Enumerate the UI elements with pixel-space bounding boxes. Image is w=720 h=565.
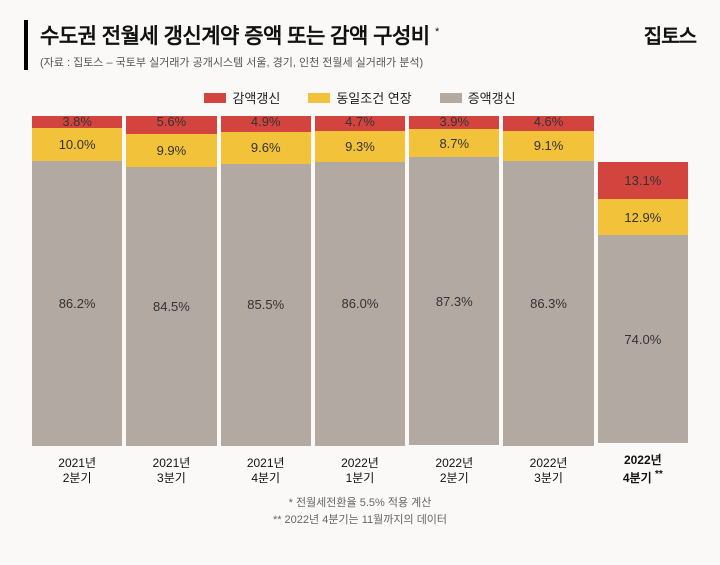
bar-segment-label: 86.3% — [530, 296, 567, 311]
bar-segment-same: 9.6% — [221, 132, 311, 164]
legend-swatch — [440, 93, 462, 103]
bar-segment-label: 86.0% — [342, 296, 379, 311]
bar-segment-label: 9.1% — [534, 138, 564, 153]
legend-label: 증액갱신 — [468, 88, 516, 107]
bar-segment-dec: 13.1% — [598, 162, 688, 199]
bar-holder: 5.6% 9.9% 84.5% — [126, 116, 216, 446]
bar-segment-dec: 4.9% — [221, 116, 311, 132]
legend-swatch — [204, 93, 226, 103]
bar-segment-label: 5.6% — [126, 114, 216, 129]
legend-item: 감액갱신 — [204, 88, 280, 107]
legend-swatch — [308, 93, 330, 103]
bar-stack: 3.9% 8.7% 87.3% — [409, 116, 499, 446]
bar-stack: 4.7% 9.3% 86.0% — [315, 116, 405, 446]
header: 수도권 전월세 갱신계약 증액 또는 감액 구성비 * (자료 : 집토스 – … — [24, 20, 696, 70]
bar-holder: 4.6% 9.1% 86.3% — [503, 116, 593, 446]
footnotes: * 전월세전환율 5.5% 적용 계산 ** 2022년 4분기는 11월까지의… — [24, 495, 696, 528]
bar-holder: 4.9% 9.6% 85.5% — [221, 116, 311, 446]
bar-segment-inc: 85.5% — [221, 164, 311, 446]
x-axis-label: 2022년4분기 ** — [598, 453, 688, 487]
x-axis-label: 2022년1분기 — [315, 456, 405, 487]
bar-segment-inc: 86.0% — [315, 162, 405, 446]
bar-column: 5.6% 9.9% 84.5% 2021년3분기 — [126, 116, 216, 487]
bar-segment-label: 4.9% — [221, 114, 311, 129]
bar-segment-label: 9.3% — [345, 139, 375, 154]
bar-stack: 5.6% 9.9% 84.5% — [126, 116, 216, 446]
bar-segment-same: 12.9% — [598, 199, 688, 235]
bar-stack: 4.9% 9.6% 85.5% — [221, 116, 311, 446]
stacked-bar-chart: 3.8% 10.0% 86.2% 2021년2분기 5.6% 9.9% 84.5% 2021년… — [24, 117, 696, 487]
bar-holder: 4.7% 9.3% 86.0% — [315, 116, 405, 446]
bar-segment-dec: 3.9% — [409, 116, 499, 129]
bar-segment-label: 9.6% — [251, 140, 281, 155]
bar-segment-label: 86.2% — [59, 296, 96, 311]
bar-segment-inc: 74.0% — [598, 235, 688, 443]
bar-segment-label: 9.9% — [157, 143, 187, 158]
x-axis-label: 2021년2분기 — [32, 456, 122, 487]
bar-segment-label: 3.9% — [409, 114, 499, 129]
bar-column: 4.6% 9.1% 86.3% 2022년3분기 — [503, 116, 593, 487]
bar-segment-label: 85.5% — [247, 297, 284, 312]
bar-segment-inc: 87.3% — [409, 157, 499, 445]
chart-subtitle: (자료 : 집토스 – 국토부 실거래가 공개시스템 서울, 경기, 인천 전월… — [40, 54, 439, 70]
bar-segment-same: 9.1% — [503, 131, 593, 161]
bar-segment-same: 10.0% — [32, 128, 122, 161]
legend-label: 감액갱신 — [232, 88, 280, 107]
bar-column: 4.7% 9.3% 86.0% 2022년1분기 — [315, 116, 405, 487]
bar-column: 3.9% 8.7% 87.3% 2022년2분기 — [409, 116, 499, 487]
chart-title: 수도권 전월세 갱신계약 증액 또는 감액 구성비 * — [40, 20, 439, 50]
legend-item: 동일조건 연장 — [308, 88, 411, 107]
bar-holder: 3.8% 10.0% 86.2% — [32, 116, 122, 446]
bar-segment-same: 8.7% — [409, 129, 499, 158]
bar-segment-label: 84.5% — [153, 299, 190, 314]
bar-segment-inc: 86.3% — [503, 161, 593, 446]
x-axis-label: 2021년3분기 — [126, 456, 216, 487]
bar-segment-label: 12.9% — [624, 210, 661, 225]
x-axis-label: 2021년4분기 — [221, 456, 311, 487]
bar-column: 13.1% 12.9% 74.0% 2022년4분기 ** — [598, 113, 688, 487]
bar-segment-same: 9.3% — [315, 131, 405, 162]
bar-segment-label: 74.0% — [624, 332, 661, 347]
bar-stack: 13.1% 12.9% 74.0% — [598, 162, 688, 443]
x-axis-label: 2022년3분기 — [503, 456, 593, 487]
bar-segment-dec: 4.6% — [503, 116, 593, 131]
bar-segment-dec: 5.6% — [126, 116, 216, 134]
brand-logo: 집토스 — [644, 20, 696, 49]
bar-holder: 13.1% 12.9% 74.0% — [598, 113, 688, 443]
x-axis-label: 2022년2분기 — [409, 456, 499, 487]
bar-segment-inc: 84.5% — [126, 167, 216, 446]
bar-segment-label: 8.7% — [439, 136, 469, 151]
bar-segment-label: 4.6% — [503, 114, 593, 129]
bar-segment-label: 87.3% — [436, 294, 473, 309]
bar-stack: 4.6% 9.1% 86.3% — [503, 116, 593, 446]
legend: 감액갱신 동일조건 연장 증액갱신 — [24, 88, 696, 107]
title-text: 수도권 전월세 갱신계약 증액 또는 감액 구성비 — [40, 25, 430, 48]
bar-holder: 3.9% 8.7% 87.3% — [409, 116, 499, 446]
title-block: 수도권 전월세 갱신계약 증액 또는 감액 구성비 * (자료 : 집토스 – … — [24, 20, 439, 70]
bar-segment-same: 9.9% — [126, 134, 216, 167]
legend-item: 증액갱신 — [440, 88, 516, 107]
footnote-2: ** 2022년 4분기는 11월까지의 데이터 — [24, 512, 696, 529]
bar-segment-label: 10.0% — [59, 137, 96, 152]
bar-segment-dec: 4.7% — [315, 116, 405, 132]
bar-segment-label: 4.7% — [315, 114, 405, 129]
bar-stack: 3.8% 10.0% 86.2% — [32, 116, 122, 446]
legend-label: 동일조건 연장 — [336, 88, 411, 107]
bar-segment-label: 13.1% — [624, 173, 661, 188]
bar-segment-label: 3.8% — [32, 114, 122, 129]
bar-segment-inc: 86.2% — [32, 161, 122, 445]
bar-segment-dec: 3.8% — [32, 116, 122, 129]
title-star: * — [435, 26, 439, 38]
bar-column: 3.8% 10.0% 86.2% 2021년2분기 — [32, 116, 122, 487]
bar-column: 4.9% 9.6% 85.5% 2021년4분기 — [221, 116, 311, 487]
footnote-1: * 전월세전환율 5.5% 적용 계산 — [24, 495, 696, 512]
